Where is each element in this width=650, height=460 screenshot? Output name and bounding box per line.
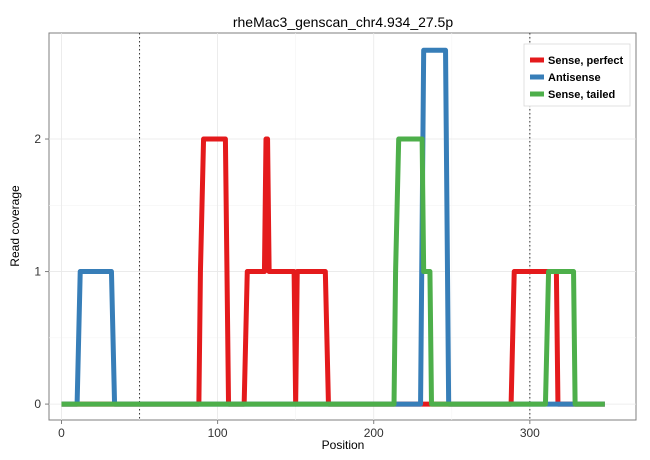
legend: Sense, perfect Antisense Sense, tailed (523, 43, 631, 107)
x-axis-title: Position (322, 438, 365, 452)
legend-label-0: Sense, perfect (548, 55, 624, 67)
y-tick-label: 2 (34, 132, 41, 146)
series-line-0 (61, 136, 605, 407)
y-axis-title: Read coverage (8, 185, 22, 267)
y-tick-label: 0 (34, 397, 41, 411)
grid-minor (49, 33, 636, 420)
x-tick-label: 100 (208, 426, 228, 440)
chart-title: rheMac3_genscan_chr4.934_27.5p (233, 14, 453, 30)
y-axis-ticks: 0 1 2 (34, 132, 49, 411)
y-tick-label: 1 (34, 265, 41, 279)
x-tick-label: 200 (364, 426, 384, 440)
legend-label-2: Sense, tailed (548, 89, 615, 101)
series-line-2 (61, 136, 605, 407)
x-tick-label: 0 (58, 426, 65, 440)
x-tick-label: 300 (520, 426, 540, 440)
legend-label-1: Antisense (548, 72, 601, 84)
x-axis-ticks: 0 100 200 300 (58, 420, 540, 440)
series-lines (61, 47, 605, 407)
